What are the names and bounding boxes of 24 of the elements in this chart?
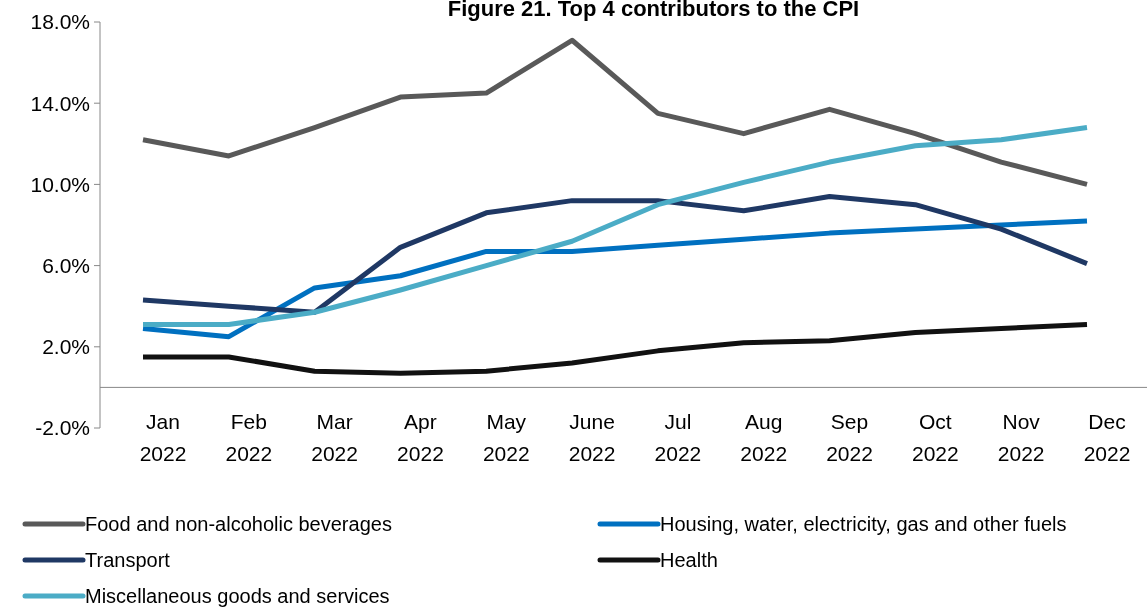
legend-label: Housing, water, electricity, gas and other fuels [660, 513, 1067, 535]
legend-label: Miscellaneous goods and services [85, 585, 390, 607]
x-tick-label: Sep 2022 [826, 410, 873, 466]
x-tick-label: Jul 2022 [654, 410, 702, 466]
x-tick-label: Jan 2022 [139, 410, 187, 466]
x-tick-label: May 2022 [482, 410, 530, 466]
y-tick-label: -2.0% [35, 416, 90, 440]
y-tick-label: 10.0% [30, 172, 90, 196]
y-tick-label: 18.0% [30, 10, 90, 34]
legend-label: Health [660, 549, 718, 571]
y-tick-label: 6.0% [42, 253, 90, 277]
y-tick-label: 2.0% [42, 335, 90, 359]
x-tick-label: Nov 2022 [997, 410, 1045, 466]
x-tick-label: June 2022 [568, 410, 616, 466]
legend-label: Food and non-alcoholic beverages [85, 513, 392, 535]
x-tick-label: Oct 2022 [912, 410, 959, 466]
x-tick-label: Feb 2022 [225, 410, 273, 466]
chart-title: Figure 21. Top 4 contributors to the CPI [447, 0, 860, 21]
x-tick-label: Apr 2022 [397, 410, 444, 466]
legend-label: Transport [85, 549, 171, 571]
x-tick-label: Mar 2022 [311, 410, 358, 466]
x-tick-label: Dec 2022 [1083, 410, 1131, 466]
y-tick-label: 14.0% [30, 91, 90, 115]
x-tick-label: Aug 2022 [740, 410, 788, 466]
